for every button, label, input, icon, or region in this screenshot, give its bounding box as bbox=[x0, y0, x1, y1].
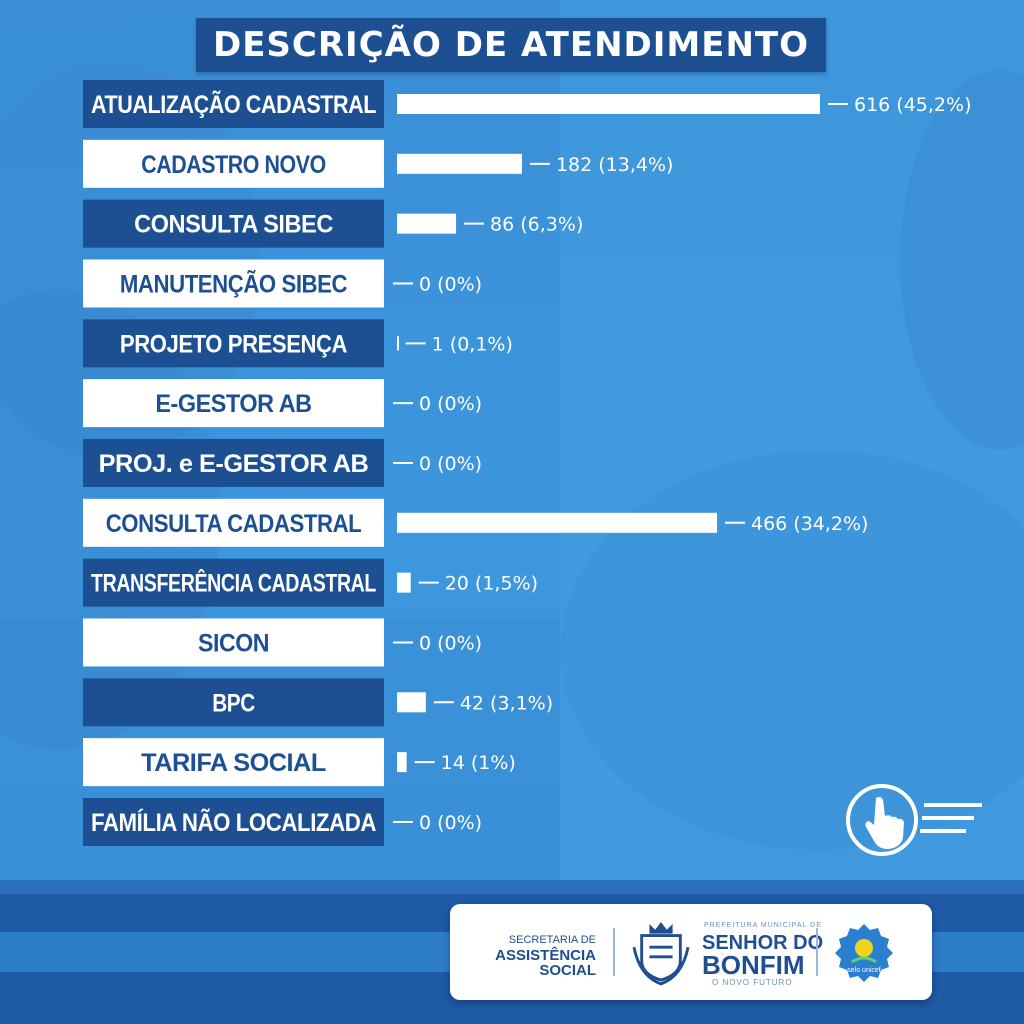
secretaria-line: SECRETARIA DE bbox=[508, 934, 596, 946]
category-label-box bbox=[83, 558, 384, 607]
category-label-box bbox=[83, 80, 384, 128]
bar bbox=[397, 692, 426, 713]
prefeitura-line: PREFEITURA MUNICIPAL DE bbox=[704, 922, 822, 929]
category-label-box bbox=[83, 797, 384, 846]
hand-pointer-icon bbox=[846, 784, 982, 856]
selo-text: selo unicef bbox=[847, 967, 881, 974]
category-label: PROJETO PRESENÇA bbox=[120, 330, 348, 358]
bar bbox=[397, 512, 717, 533]
category-label-box bbox=[83, 738, 384, 787]
category-label-box bbox=[83, 498, 384, 547]
unicef-seal-icon: selo unicef bbox=[835, 924, 893, 982]
category-label: CADASTRO NOVO bbox=[141, 151, 326, 179]
secretaria-line: ASSISTÊNCIA bbox=[495, 947, 596, 964]
category-label: CONSULTA SIBEC bbox=[134, 211, 333, 239]
value-label: 466 (34,2%) bbox=[751, 513, 869, 535]
footer: SECRETARIA DE ASSISTÊNCIA SOCIAL PREFEIT… bbox=[0, 880, 1024, 1024]
category-label-box bbox=[83, 678, 384, 727]
bar bbox=[397, 572, 411, 593]
divider bbox=[613, 928, 615, 976]
prefeitura-line: BONFIM bbox=[702, 950, 805, 980]
category-label-box bbox=[83, 139, 384, 188]
value-label: 86 (6,3%) bbox=[490, 214, 583, 236]
value-label: 14 (1%) bbox=[441, 752, 516, 774]
value-label: 0 (0%) bbox=[419, 812, 482, 834]
bar bbox=[397, 153, 522, 174]
footer-stripe bbox=[0, 880, 1024, 894]
category-label: E-GESTOR AB bbox=[155, 390, 311, 418]
bar bbox=[397, 94, 820, 114]
category-label-box bbox=[83, 319, 384, 368]
value-label: 1 (0,1%) bbox=[432, 333, 513, 355]
secretaria-line: SOCIAL bbox=[539, 962, 596, 979]
category-label-box bbox=[83, 618, 384, 667]
value-label: 0 (0%) bbox=[419, 273, 482, 295]
category-label: CONSULTA CADASTRAL bbox=[106, 510, 362, 538]
category-label: BPC bbox=[212, 689, 255, 717]
value-label: 0 (0%) bbox=[419, 453, 482, 475]
value-label: 0 (0%) bbox=[419, 393, 482, 415]
category-label: FAMÍLIA NÃO LOCALIZADA bbox=[91, 807, 376, 837]
prefeitura-line: SENHOR DO bbox=[702, 932, 824, 954]
chart-title: DESCRIÇÃO DE ATENDIMENTO bbox=[196, 18, 826, 72]
category-label: TARIFA SOCIAL bbox=[141, 749, 326, 777]
divider bbox=[816, 928, 818, 976]
value-label: 616 (45,2%) bbox=[854, 94, 972, 116]
coat-of-arms-icon bbox=[632, 922, 690, 986]
bar bbox=[397, 213, 457, 234]
category-label: TRANSFERÊNCIA CADASTRAL bbox=[91, 568, 376, 598]
category-label: MANUTENÇÃO SIBEC bbox=[120, 268, 348, 298]
value-label: 0 (0%) bbox=[419, 632, 482, 654]
category-label: SICON bbox=[198, 629, 269, 657]
bar bbox=[397, 336, 399, 351]
prefeitura-line: O NOVO FUTURO bbox=[712, 978, 793, 987]
category-label-box bbox=[83, 199, 384, 248]
bar-chart: ATUALIZAÇÃO CADASTRAL 616 (45,2%) CADASTRO… bbox=[83, 80, 972, 846]
category-label-box bbox=[83, 379, 384, 428]
value-label: 20 (1,5%) bbox=[445, 573, 538, 595]
category-label: PROJ. e E-GESTOR AB bbox=[99, 450, 369, 478]
category-label: ATUALIZAÇÃO CADASTRAL bbox=[91, 89, 376, 119]
value-label: 42 (3,1%) bbox=[460, 692, 553, 714]
bar bbox=[397, 752, 407, 773]
logo-card: SECRETARIA DE ASSISTÊNCIA SOCIAL PREFEIT… bbox=[450, 904, 932, 1000]
category-label-box bbox=[83, 259, 384, 308]
value-label: 182 (13,4%) bbox=[556, 154, 674, 176]
category-label-box bbox=[83, 438, 384, 487]
